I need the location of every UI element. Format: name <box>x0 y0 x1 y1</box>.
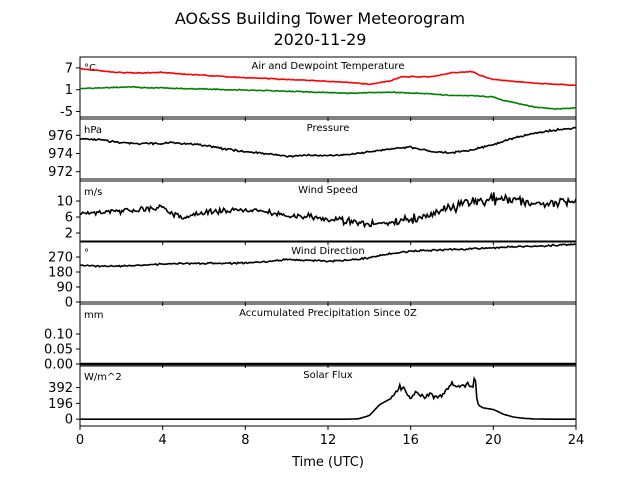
y-tick-label: 976 <box>48 129 73 144</box>
panel-title: Pressure <box>307 123 350 134</box>
panel-unit-label: W/m^2 <box>84 372 122 383</box>
panel-unit-label: ° <box>84 248 89 259</box>
y-tick-label: 1 <box>65 83 73 98</box>
series-line-1 <box>80 375 576 420</box>
y-tick-label: 196 <box>48 397 73 412</box>
x-tick-label: 20 <box>485 433 502 448</box>
y-tick-label: 2 <box>65 227 73 242</box>
panels: Air and Dewpoint Temperature°C71-5Pressu… <box>44 56 577 430</box>
panel-title: Wind Direction <box>291 246 365 257</box>
panel-title: Air and Dewpoint Temperature <box>252 61 405 72</box>
x-tick-label: 24 <box>568 433 585 448</box>
panel-unit-label: °C <box>84 63 96 74</box>
y-tick-label: 0.05 <box>44 343 73 358</box>
panel-1: Air and Dewpoint Temperature °C 7 1 -5 <box>60 56 577 121</box>
figure-subtitle: 2020-11-29 <box>274 30 367 49</box>
y-tick-label: 180 <box>48 266 73 281</box>
series-line-1 <box>79 67 576 87</box>
panel-unit-label: m/s <box>84 187 102 198</box>
y-tick-label: 270 <box>48 251 73 266</box>
y-tick-label: 0 <box>65 413 73 428</box>
y-tick-label: 6 <box>65 211 73 226</box>
y-tick-label: 90 <box>56 281 73 296</box>
panel-2: Pressure hPa 976 974 972 <box>48 118 577 183</box>
y-tick-label: 0.00 <box>44 358 73 373</box>
panel-unit-label: mm <box>84 310 103 321</box>
panel-title: Solar Flux <box>303 370 353 381</box>
y-tick-label: 974 <box>48 147 73 162</box>
y-tick-label: 10 <box>56 195 73 210</box>
y-tick-label: 0 <box>65 296 73 311</box>
panel-title: Accumulated Precipitation Since 0Z <box>239 308 417 319</box>
figure-title: AO&SS Building Tower Meteorogram <box>175 9 465 28</box>
series-line-2 <box>79 85 577 111</box>
x-axis: 0 4 8 12 16 20 24 <box>76 433 584 448</box>
x-tick-label: 0 <box>76 433 84 448</box>
series-line-1 <box>79 126 577 158</box>
x-tick-label: 4 <box>159 433 167 448</box>
y-tick-label: 392 <box>48 381 73 396</box>
panel-unit-label: hPa <box>84 125 102 136</box>
panel-title: Wind Speed <box>298 185 358 196</box>
series-line-1 <box>79 243 577 268</box>
y-tick-label: -5 <box>60 105 73 120</box>
x-tick-label: 16 <box>402 433 419 448</box>
x-tick-label: 8 <box>241 433 249 448</box>
y-tick-label: 0.10 <box>44 328 73 343</box>
panel-5: Accumulated Precipitation Since 0Z mm 0.10… <box>44 303 577 373</box>
y-tick-label: 7 <box>65 61 73 76</box>
x-axis-label: Time (UTC) <box>291 455 364 470</box>
x-tick-label: 12 <box>320 433 337 448</box>
y-tick-label: 972 <box>48 165 73 180</box>
series-line-1 <box>79 191 577 229</box>
